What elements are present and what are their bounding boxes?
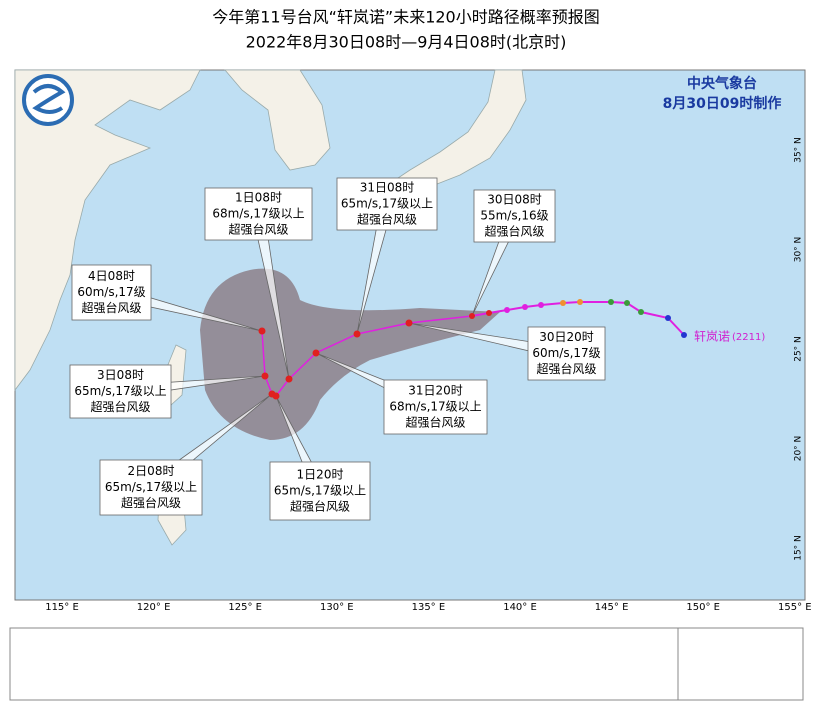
callout-text: 65m/s,17级以上 [74, 384, 166, 398]
china-mainland [14, 69, 201, 392]
forecast-position [268, 390, 276, 398]
longitude-label: 120° E [137, 602, 171, 613]
callout-text: 1日20时 [297, 468, 344, 482]
legend-box [9, 627, 804, 701]
past-position [486, 310, 492, 316]
latitude-label: 30° N [794, 237, 804, 263]
callout-text: 30日08时 [487, 193, 542, 207]
subtitle: 2022年8月30日08时—9月4日08时(北京时) [246, 33, 567, 52]
latitude-label: 25° N [794, 336, 804, 362]
forecast-position [261, 372, 269, 380]
callout-text: 超强台风级 [121, 495, 181, 510]
callout-box [336, 177, 438, 231]
forecast-position [258, 327, 266, 335]
past-position [522, 304, 528, 310]
callout-text: 30日20时 [539, 330, 594, 344]
callout-box [69, 364, 172, 419]
issue-time: 8月30日09时制作 [663, 95, 782, 112]
forecast-position [312, 349, 320, 357]
callout-text: 超强台风级 [290, 499, 350, 514]
callout-text: 超强台风级 [484, 224, 544, 239]
logo [22, 74, 74, 126]
longitude-label: 145° E [595, 602, 629, 613]
forecast-position [285, 375, 293, 383]
latitude-label: 20° N [794, 436, 804, 462]
past-position [681, 332, 687, 338]
past-position [624, 300, 630, 306]
longitude-label: 155° E [778, 602, 812, 613]
callout-text: 超强台风级 [228, 222, 288, 237]
callout-text: 超强台风级 [405, 415, 465, 430]
callout-box [71, 264, 152, 321]
callout-text: 31日20时 [408, 384, 463, 398]
callout-text: 65m/s,17级以上 [274, 484, 366, 498]
past-position [665, 315, 671, 321]
typhoon-code: (2211) [732, 332, 765, 343]
callout-text: 超强台风级 [90, 399, 150, 414]
past-position [538, 302, 544, 308]
longitude-label: 130° E [320, 602, 354, 613]
past-position [577, 299, 583, 305]
callout-text: 65m/s,17级以上 [105, 480, 197, 494]
callout-text: 4日08时 [88, 269, 135, 283]
callout-box [99, 459, 203, 516]
callout-box [269, 461, 371, 521]
callout-text: 超强台风级 [81, 300, 141, 315]
past-position [560, 300, 566, 306]
callout-text: 65m/s,17级以上 [341, 197, 433, 211]
past-position [638, 309, 644, 315]
callout-text: 3日08时 [97, 368, 144, 382]
callout-box [527, 326, 606, 381]
title: 今年第11号台风“轩岚诺”未来120小时路径概率预报图 [212, 8, 599, 27]
longitude-label: 140° E [503, 602, 537, 613]
forecast-position [353, 330, 361, 338]
longitude-label: 125° E [228, 602, 262, 613]
callout-text: 1日08时 [235, 191, 282, 205]
past-track [471, 301, 685, 336]
callout-text: 60m/s,17级 [532, 346, 600, 360]
typhoon-name: 轩岚诺 [694, 330, 730, 344]
callout-text: 68m/s,17级以上 [389, 400, 481, 414]
past-position [608, 299, 614, 305]
latitude-label: 35° N [794, 137, 804, 163]
callout-box [383, 379, 488, 435]
callout-text: 55m/s,16级 [480, 209, 548, 223]
callout-box [204, 187, 313, 241]
past-position [504, 307, 510, 313]
callout-text: 31日08时 [360, 181, 415, 195]
callout-text: 68m/s,17级以上 [212, 207, 304, 221]
longitude-label: 150° E [686, 602, 720, 613]
callout-text: 60m/s,17级 [77, 285, 145, 299]
longitude-label: 135° E [412, 602, 446, 613]
latitude-label: 15° N [794, 535, 804, 561]
korea [224, 69, 331, 171]
callout-text: 超强台风级 [357, 212, 417, 227]
agency: 中央气象台 [687, 75, 757, 92]
forecast-position [405, 319, 413, 327]
longitude-label: 115° E [45, 602, 79, 613]
callout-box [473, 189, 556, 243]
callout-text: 2日08时 [128, 464, 175, 478]
past-position [469, 313, 475, 319]
callout-text: 超强台风级 [536, 361, 596, 376]
